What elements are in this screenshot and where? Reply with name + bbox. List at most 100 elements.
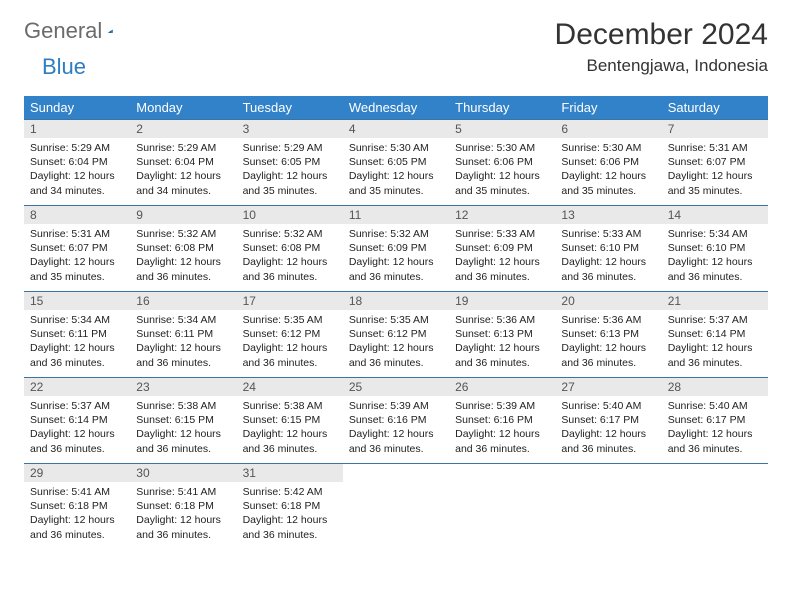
calendar-day-cell: 19Sunrise: 5:36 AMSunset: 6:13 PMDayligh… [449,292,555,378]
day-detail-line: Daylight: 12 hours [136,513,230,527]
day-details: Sunrise: 5:33 AMSunset: 6:09 PMDaylight:… [449,224,555,288]
calendar-day-cell: 10Sunrise: 5:32 AMSunset: 6:08 PMDayligh… [237,206,343,292]
day-detail-line: Sunset: 6:13 PM [561,327,655,341]
day-number: 2 [130,120,236,138]
day-detail-line: Sunset: 6:10 PM [668,241,762,255]
day-detail-line: Sunrise: 5:36 AM [455,313,549,327]
day-detail-line: and 36 minutes. [30,442,124,456]
calendar-day-cell: 1Sunrise: 5:29 AMSunset: 6:04 PMDaylight… [24,120,130,206]
day-detail-line: and 36 minutes. [243,442,337,456]
day-detail-line: Sunset: 6:04 PM [30,155,124,169]
calendar-day-cell: 11Sunrise: 5:32 AMSunset: 6:09 PMDayligh… [343,206,449,292]
day-detail-line: Sunrise: 5:37 AM [30,399,124,413]
day-number: 16 [130,292,236,310]
calendar-day-cell: 21Sunrise: 5:37 AMSunset: 6:14 PMDayligh… [662,292,768,378]
calendar-day-cell: 23Sunrise: 5:38 AMSunset: 6:15 PMDayligh… [130,378,236,464]
day-detail-line: Sunrise: 5:32 AM [349,227,443,241]
calendar-day-cell: 12Sunrise: 5:33 AMSunset: 6:09 PMDayligh… [449,206,555,292]
day-detail-line: and 36 minutes. [561,356,655,370]
day-details: Sunrise: 5:42 AMSunset: 6:18 PMDaylight:… [237,482,343,546]
day-number: 23 [130,378,236,396]
day-details: Sunrise: 5:31 AMSunset: 6:07 PMDaylight:… [24,224,130,288]
title-block: December 2024 Bentengjawa, Indonesia [555,18,768,76]
day-detail-line: Daylight: 12 hours [136,427,230,441]
day-detail-line: Sunrise: 5:38 AM [136,399,230,413]
day-detail-line: Daylight: 12 hours [349,255,443,269]
brand-word-2: Blue [42,54,86,80]
day-details: Sunrise: 5:37 AMSunset: 6:14 PMDaylight:… [24,396,130,460]
day-detail-line: Daylight: 12 hours [455,255,549,269]
day-detail-line: Daylight: 12 hours [136,169,230,183]
day-details: Sunrise: 5:29 AMSunset: 6:04 PMDaylight:… [24,138,130,202]
day-detail-line: and 36 minutes. [243,356,337,370]
day-detail-line: Sunset: 6:05 PM [243,155,337,169]
day-number: 19 [449,292,555,310]
day-details: Sunrise: 5:29 AMSunset: 6:04 PMDaylight:… [130,138,236,202]
calendar-day-cell: 30Sunrise: 5:41 AMSunset: 6:18 PMDayligh… [130,464,236,550]
day-detail-line: Sunrise: 5:38 AM [243,399,337,413]
day-detail-line: Sunrise: 5:34 AM [136,313,230,327]
calendar-day-cell: 17Sunrise: 5:35 AMSunset: 6:12 PMDayligh… [237,292,343,378]
calendar-week-row: 1Sunrise: 5:29 AMSunset: 6:04 PMDaylight… [24,120,768,206]
day-detail-line: Sunrise: 5:33 AM [455,227,549,241]
day-number: 15 [24,292,130,310]
day-detail-line: and 36 minutes. [668,270,762,284]
day-detail-line: and 36 minutes. [30,528,124,542]
day-detail-line: Daylight: 12 hours [561,169,655,183]
day-detail-line: Sunset: 6:07 PM [30,241,124,255]
day-detail-line: and 35 minutes. [30,270,124,284]
day-details: Sunrise: 5:32 AMSunset: 6:09 PMDaylight:… [343,224,449,288]
brand-logo: General [24,18,136,44]
day-details: Sunrise: 5:40 AMSunset: 6:17 PMDaylight:… [555,396,661,460]
day-number: 14 [662,206,768,224]
day-detail-line: Sunset: 6:14 PM [668,327,762,341]
day-number: 6 [555,120,661,138]
calendar-table: Sunday Monday Tuesday Wednesday Thursday… [24,96,768,550]
calendar-day-cell: 15Sunrise: 5:34 AMSunset: 6:11 PMDayligh… [24,292,130,378]
day-detail-line: Sunset: 6:05 PM [349,155,443,169]
brand-word-1: General [24,18,102,44]
weekday-header: Saturday [662,96,768,120]
day-detail-line: Sunset: 6:16 PM [349,413,443,427]
day-detail-line: Sunset: 6:18 PM [30,499,124,513]
weekday-header-row: Sunday Monday Tuesday Wednesday Thursday… [24,96,768,120]
day-number: 29 [24,464,130,482]
day-detail-line: Sunset: 6:15 PM [243,413,337,427]
calendar-day-cell: 4Sunrise: 5:30 AMSunset: 6:05 PMDaylight… [343,120,449,206]
day-detail-line: Sunrise: 5:39 AM [349,399,443,413]
day-detail-line: and 34 minutes. [136,184,230,198]
day-details: Sunrise: 5:39 AMSunset: 6:16 PMDaylight:… [343,396,449,460]
calendar-week-row: 8Sunrise: 5:31 AMSunset: 6:07 PMDaylight… [24,206,768,292]
day-detail-line: and 35 minutes. [243,184,337,198]
day-detail-line: and 36 minutes. [561,270,655,284]
calendar-day-cell: 26Sunrise: 5:39 AMSunset: 6:16 PMDayligh… [449,378,555,464]
calendar-day-cell: 20Sunrise: 5:36 AMSunset: 6:13 PMDayligh… [555,292,661,378]
day-detail-line: and 36 minutes. [136,528,230,542]
day-detail-line: Sunrise: 5:31 AM [30,227,124,241]
day-detail-line: and 36 minutes. [455,356,549,370]
day-detail-line: Sunset: 6:12 PM [349,327,443,341]
day-detail-line: Sunrise: 5:34 AM [30,313,124,327]
day-detail-line: and 35 minutes. [455,184,549,198]
day-detail-line: Sunset: 6:08 PM [243,241,337,255]
day-detail-line: and 36 minutes. [349,442,443,456]
day-detail-line: Sunset: 6:18 PM [136,499,230,513]
weekday-header: Monday [130,96,236,120]
calendar-day-cell: 5Sunrise: 5:30 AMSunset: 6:06 PMDaylight… [449,120,555,206]
day-detail-line: Sunset: 6:06 PM [561,155,655,169]
day-detail-line: and 35 minutes. [561,184,655,198]
day-details: Sunrise: 5:39 AMSunset: 6:16 PMDaylight:… [449,396,555,460]
day-number: 24 [237,378,343,396]
day-detail-line: and 36 minutes. [243,528,337,542]
day-details: Sunrise: 5:30 AMSunset: 6:06 PMDaylight:… [555,138,661,202]
day-detail-line: Daylight: 12 hours [30,169,124,183]
calendar-day-cell [449,464,555,550]
day-number: 13 [555,206,661,224]
day-detail-line: and 35 minutes. [349,184,443,198]
day-detail-line: Sunset: 6:07 PM [668,155,762,169]
day-detail-line: Daylight: 12 hours [136,341,230,355]
day-detail-line: Sunset: 6:10 PM [561,241,655,255]
day-details: Sunrise: 5:30 AMSunset: 6:05 PMDaylight:… [343,138,449,202]
day-details: Sunrise: 5:34 AMSunset: 6:11 PMDaylight:… [24,310,130,374]
day-details: Sunrise: 5:34 AMSunset: 6:10 PMDaylight:… [662,224,768,288]
